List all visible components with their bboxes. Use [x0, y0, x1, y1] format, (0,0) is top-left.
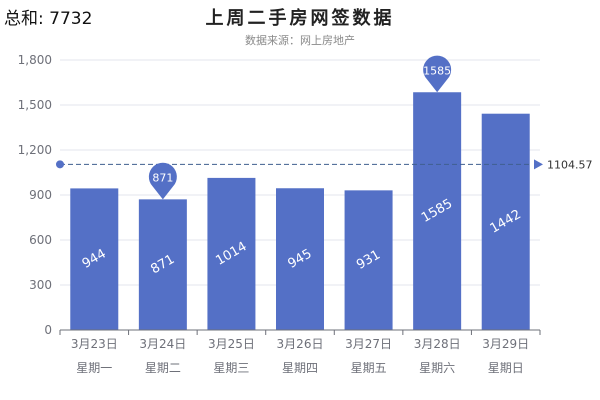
bar — [481, 113, 530, 330]
x-tick-label: 3月29日 — [482, 337, 529, 351]
y-tick-label: 1,200 — [18, 143, 52, 157]
x-weekday-label: 星期三 — [213, 361, 249, 375]
x-weekday-label: 星期日 — [488, 361, 524, 375]
x-tick-label: 3月28日 — [414, 337, 461, 351]
bar — [413, 92, 462, 330]
x-tick-label: 3月27日 — [345, 337, 392, 351]
mean-value-label: 1104.57 — [547, 158, 593, 171]
x-tick-label: 3月23日 — [71, 337, 118, 351]
x-tick-label: 3月24日 — [139, 337, 186, 351]
x-tick-label: 3月26日 — [277, 337, 324, 351]
x-weekday-label: 星期二 — [145, 361, 181, 375]
mean-line-arrow — [534, 159, 543, 170]
bar — [276, 188, 324, 330]
bar — [344, 190, 393, 330]
pin-marker-label: 1585 — [423, 64, 451, 77]
y-tick-label: 1,800 — [18, 53, 52, 67]
bar — [70, 188, 119, 330]
y-tick-label: 0 — [44, 323, 52, 337]
x-weekday-label: 星期一 — [76, 361, 112, 375]
pin-marker-label: 871 — [152, 171, 173, 184]
x-weekday-label: 星期五 — [351, 361, 387, 375]
bar — [207, 177, 256, 330]
pin-marker — [423, 55, 452, 93]
chart-title: 上周二手房网签数据 — [205, 8, 395, 29]
chart-subtitle: 数据来源：网上房地产 — [245, 34, 355, 47]
x-tick-label: 3月25日 — [208, 337, 255, 351]
y-tick-label: 300 — [29, 278, 52, 292]
pin-marker — [148, 162, 177, 200]
bar — [138, 199, 187, 330]
x-weekday-label: 星期四 — [282, 361, 318, 375]
y-tick-label: 1,500 — [18, 98, 52, 112]
total-sum: 总和: 7732 — [4, 9, 93, 29]
y-tick-label: 600 — [29, 233, 52, 247]
x-weekday-label: 星期六 — [419, 361, 455, 375]
y-tick-label: 900 — [29, 188, 52, 202]
mean-line-start-dot — [56, 160, 64, 169]
